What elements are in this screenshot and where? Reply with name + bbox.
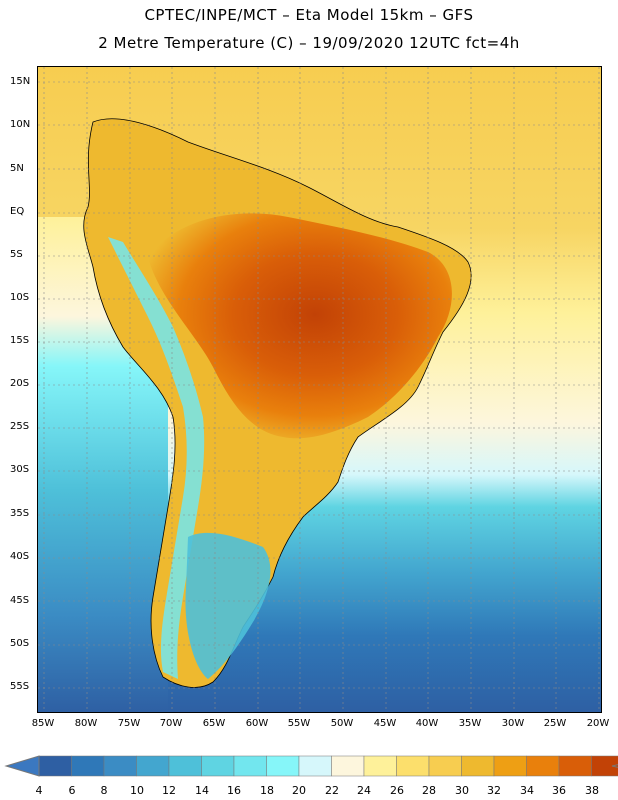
colorbar-segment <box>461 755 495 777</box>
lon-label: 55W <box>287 718 311 729</box>
lat-label: 5S <box>10 249 23 260</box>
colorbar-label: 24 <box>357 784 371 797</box>
lon-label: 35W <box>458 718 482 729</box>
colorbar-segment <box>168 755 202 777</box>
lon-label: 20W <box>586 718 610 729</box>
colorbar-label: 4 <box>35 784 43 797</box>
lat-label: 40S <box>10 551 30 562</box>
colorbar-segment <box>103 755 137 777</box>
lat-label: 25S <box>10 421 30 432</box>
colorbar-low-arrow <box>4 755 40 777</box>
colorbar-label: 20 <box>292 784 306 797</box>
lat-label: 30S <box>10 464 30 475</box>
colorbar-label: 12 <box>162 784 176 797</box>
colorbar-segment <box>201 755 235 777</box>
colorbar-segment <box>266 755 300 777</box>
lon-label: 85W <box>31 718 55 729</box>
colorbar-label: 8 <box>100 784 108 797</box>
colorbar-label: 10 <box>130 784 144 797</box>
colorbar-label: 28 <box>422 784 436 797</box>
colorbar-segment <box>38 755 72 777</box>
hot-interior <box>148 213 452 439</box>
colorbar-label: 18 <box>260 784 274 797</box>
colorbar-segment <box>428 755 462 777</box>
lat-label: 5N <box>10 163 24 174</box>
lat-label: 35S <box>10 508 30 519</box>
graticule <box>38 67 601 712</box>
colorbar-graphic <box>4 755 618 777</box>
lon-label: 65W <box>202 718 226 729</box>
patagonia-cool <box>185 532 271 679</box>
lat-label: 20S <box>10 378 30 389</box>
colorbar-label: 36 <box>552 784 566 797</box>
lat-label: 55S <box>10 681 30 692</box>
map-title-line2: 2 Metre Temperature (C) – 19/09/2020 12U… <box>98 34 520 52</box>
colorbar-segment <box>591 755 618 777</box>
lon-label: 50W <box>330 718 354 729</box>
lon-label: 80W <box>74 718 98 729</box>
colorbar-label: 14 <box>195 784 209 797</box>
colorbar-label: 32 <box>487 784 501 797</box>
colorbar-label: 6 <box>68 784 76 797</box>
lon-label: 60W <box>245 718 269 729</box>
colorbar-segment <box>396 755 430 777</box>
lat-label: 15N <box>10 76 31 87</box>
lon-label: 30W <box>501 718 525 729</box>
lat-label: 10N <box>10 119 31 130</box>
andes-cool-strip <box>108 237 205 679</box>
lon-label: 40W <box>415 718 439 729</box>
colorbar-segment <box>298 755 332 777</box>
lat-label: 15S <box>10 335 30 346</box>
lon-label: 25W <box>543 718 567 729</box>
lat-label: 50S <box>10 638 30 649</box>
colorbar-segment <box>71 755 105 777</box>
colorbar <box>0 748 618 788</box>
colorbar-label: 38 <box>585 784 599 797</box>
lon-label: 45W <box>373 718 397 729</box>
map-title-line1: CPTEC/INPE/MCT – Eta Model 15km – GFS <box>144 6 474 24</box>
lat-label: 45S <box>10 595 30 606</box>
colorbar-segment <box>526 755 560 777</box>
colorbar-label: 26 <box>390 784 404 797</box>
colorbar-label: 16 <box>227 784 241 797</box>
colorbar-segment <box>331 755 365 777</box>
colorbar-high-arrow <box>611 764 618 768</box>
colorbar-segment <box>233 755 267 777</box>
colorbar-label: 34 <box>520 784 534 797</box>
temperature-map <box>37 66 602 713</box>
lat-label: 10S <box>10 292 30 303</box>
colorbar-segment <box>493 755 527 777</box>
lon-label: 75W <box>117 718 141 729</box>
lon-label: 70W <box>159 718 183 729</box>
colorbar-label: 30 <box>455 784 469 797</box>
colorbar-segment <box>558 755 592 777</box>
colorbar-label: 22 <box>325 784 339 797</box>
lat-label: EQ <box>10 206 25 217</box>
colorbar-segment <box>363 755 397 777</box>
colorbar-segment <box>136 755 170 777</box>
